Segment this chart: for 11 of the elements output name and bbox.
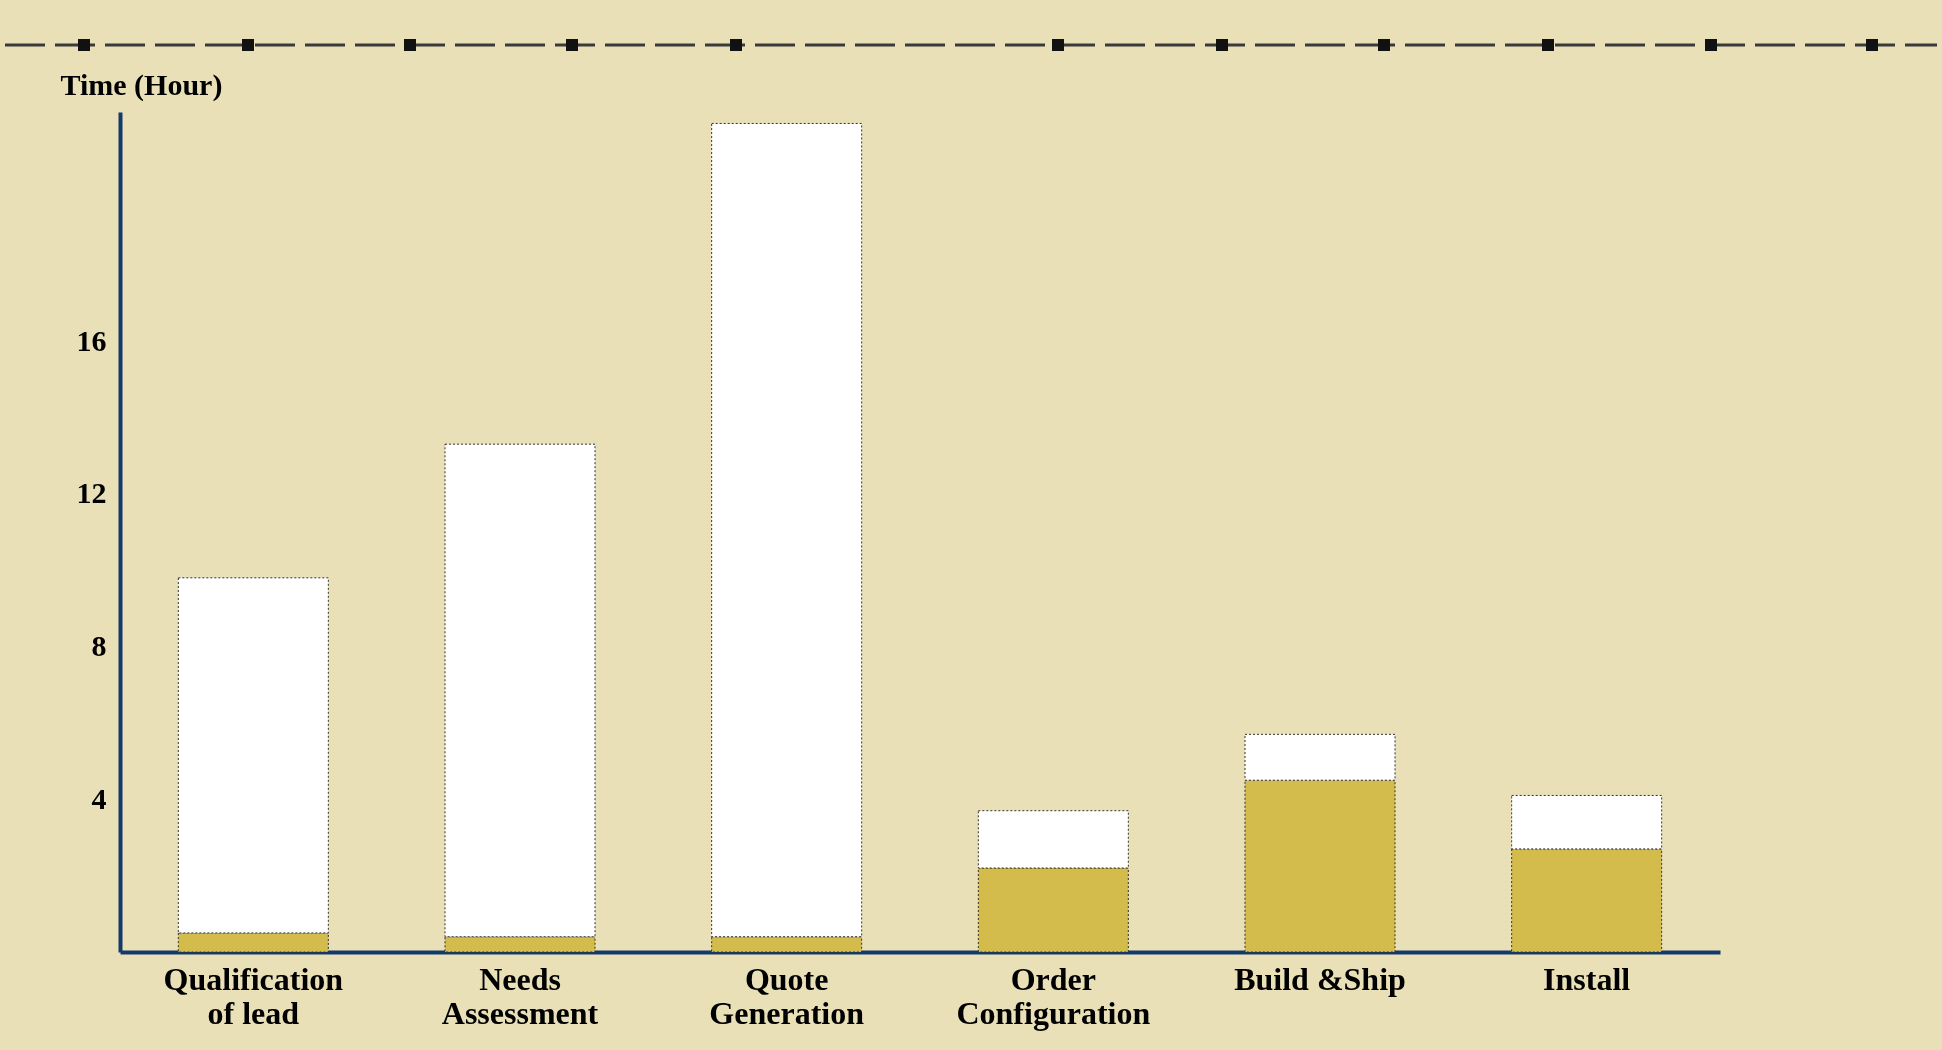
x-tick-label: Install — [1543, 960, 1631, 997]
x-tick-label: Order Configuration — [956, 960, 1151, 1031]
y-tick-label: 12 — [76, 476, 107, 510]
y-axis-title: Time (Hour) — [60, 67, 223, 102]
y-tick-label: 8 — [91, 629, 107, 663]
x-tick-label: Qualification of lead — [163, 960, 344, 1031]
x-tick-label: Needs Assessment — [441, 960, 599, 1031]
x-tick-label: Build &Ship — [1234, 960, 1406, 997]
y-tick-label: 16 — [76, 323, 107, 357]
y-tick-label: 4 — [91, 781, 107, 815]
x-tick-label: Quote Generation — [709, 960, 865, 1031]
